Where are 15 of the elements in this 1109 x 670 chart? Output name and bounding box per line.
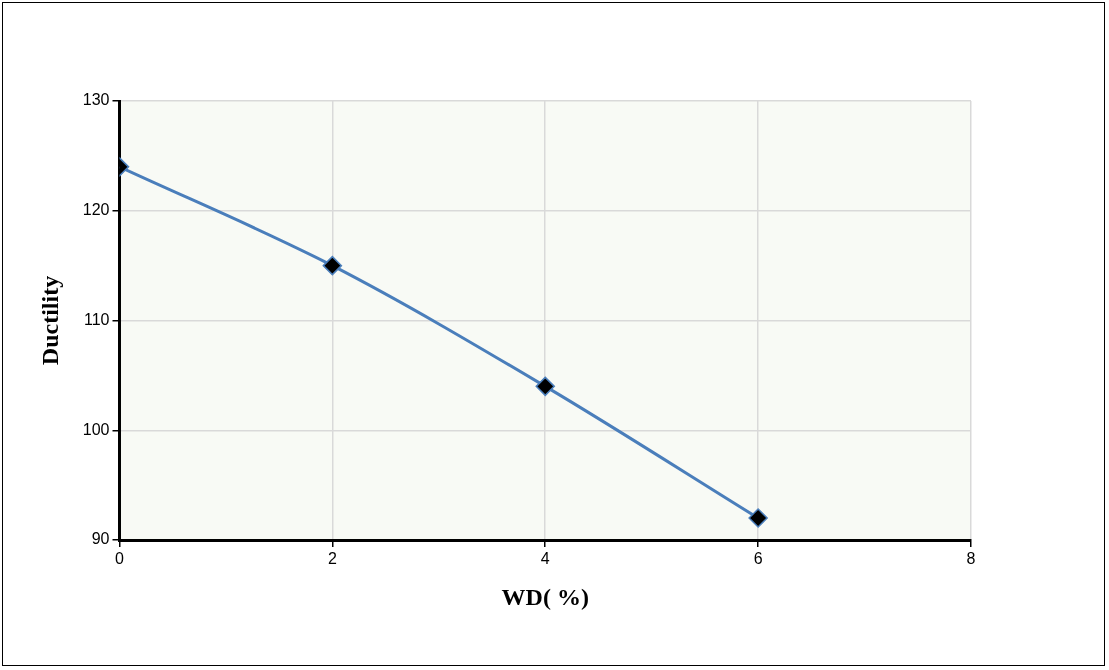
- x-tick-label: 4: [540, 550, 550, 568]
- y-tick-label: 120: [82, 201, 110, 219]
- x-tick-label: 8: [966, 550, 976, 568]
- y-tick-label: 100: [82, 420, 110, 438]
- point: [322, 255, 343, 276]
- point: [535, 376, 555, 397]
- y-tick-label: 90: [91, 530, 110, 548]
- x-tick-label: 2: [327, 550, 337, 568]
- point: [748, 508, 768, 528]
- x-axis-title: WD( %): [501, 583, 589, 610]
- y-axis-title: Ductility: [36, 275, 63, 366]
- x-tick-label: 0: [115, 550, 125, 568]
- y-tick-label: 130: [82, 91, 110, 109]
- y-tick-label: 110: [83, 310, 110, 328]
- x-tick-label: 6: [753, 550, 763, 568]
